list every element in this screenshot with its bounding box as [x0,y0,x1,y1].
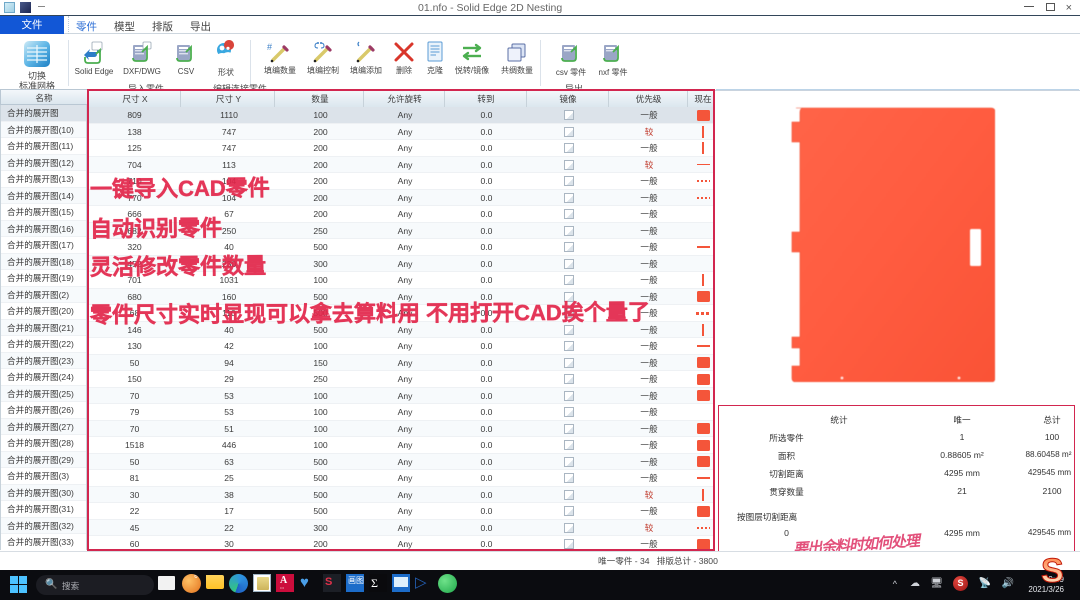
svg-text:S: S [1041,552,1064,590]
svg-text:#: # [267,42,272,52]
